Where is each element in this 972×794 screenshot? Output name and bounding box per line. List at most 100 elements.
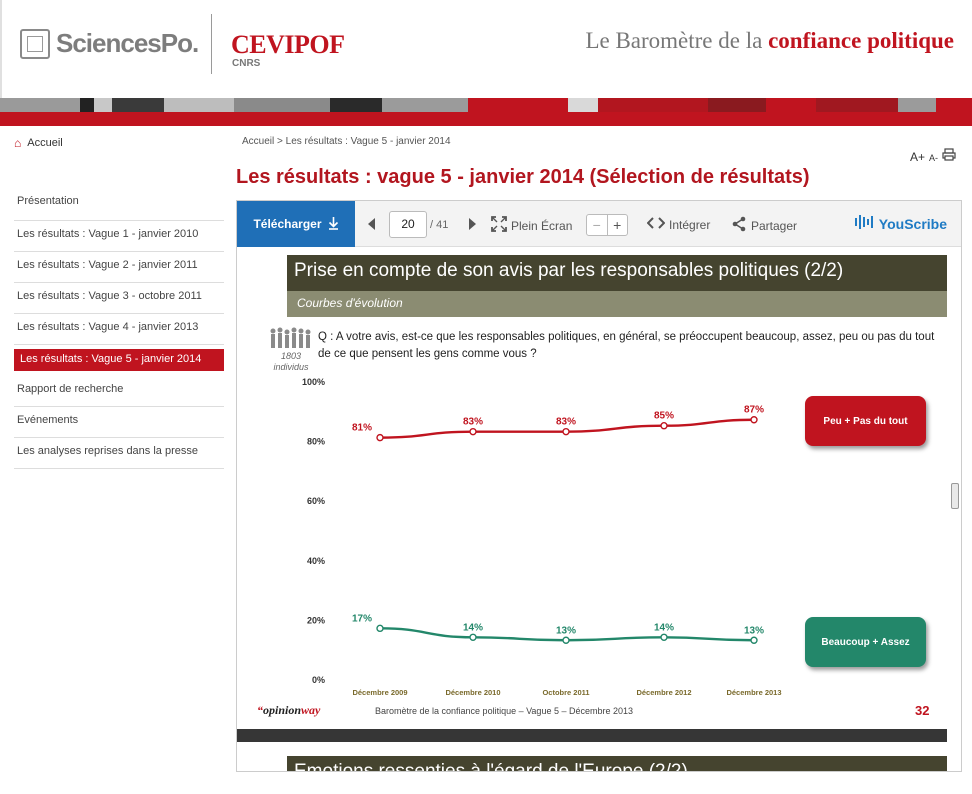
- zoom-in-button[interactable]: +: [613, 217, 622, 233]
- decorative-band: [0, 98, 972, 126]
- embed-button[interactable]: Intégrer: [646, 216, 710, 233]
- home-link[interactable]: ⌂ Accueil: [14, 136, 224, 150]
- survey-question: Q : A votre avis, est-ce que les respons…: [318, 331, 935, 360]
- data-point: [562, 636, 570, 644]
- data-label: 83%: [556, 417, 576, 428]
- y-tick-label: 80%: [307, 437, 325, 447]
- x-tick-label: Décembre 2010: [445, 688, 500, 697]
- download-icon: [328, 216, 339, 233]
- cevipof-logo[interactable]: CEVIPOF: [231, 30, 345, 59]
- band-segment: [898, 98, 936, 112]
- x-tick-label: Décembre 2009: [352, 688, 407, 697]
- legend-peu-pas-du-tout: Peu + Pas du tout: [805, 396, 926, 446]
- sidebar-item-presentation[interactable]: Présentation: [14, 190, 224, 221]
- zoom-control: − +: [586, 214, 628, 236]
- y-tick-label: 100%: [302, 377, 325, 387]
- share-icon: [731, 216, 747, 235]
- opinionway-opinion: opinion: [263, 703, 302, 717]
- sample-label: individus: [273, 362, 309, 372]
- barometre-prefix: Le Baromètre de la: [585, 28, 769, 53]
- sidebar-item-rapport[interactable]: Rapport de recherche: [14, 376, 224, 407]
- print-icon[interactable]: [942, 148, 956, 164]
- band-segment: [164, 98, 234, 112]
- sidebar-item-evenements[interactable]: Evénements: [14, 407, 224, 438]
- viewer-scrollbar[interactable]: [951, 483, 959, 509]
- data-point: [376, 624, 384, 633]
- data-label: 14%: [463, 622, 483, 633]
- fullscreen-icon: [491, 216, 507, 235]
- opinionway-logo: “opinionway: [257, 703, 320, 718]
- zoom-out-button[interactable]: −: [587, 215, 608, 235]
- data-label: 87%: [744, 405, 764, 416]
- youscribe-label: YouScribe: [878, 215, 947, 232]
- barometre-highlight: confiance politique: [768, 28, 954, 53]
- band-segment: [0, 98, 80, 112]
- fullscreen-button[interactable]: Plein Écran: [491, 216, 572, 235]
- font-bigger-button[interactable]: A+: [909, 150, 925, 164]
- previous-page-icon[interactable]: [368, 218, 375, 230]
- band-segment: [816, 98, 898, 112]
- band-segment: [598, 98, 708, 112]
- home-icon: ⌂: [14, 136, 22, 150]
- download-button[interactable]: Télécharger: [237, 201, 355, 247]
- opinionway-quote: “: [257, 703, 263, 717]
- data-label: 85%: [654, 411, 674, 422]
- y-tick-label: 40%: [307, 556, 325, 566]
- next-page-icon[interactable]: [469, 218, 476, 230]
- band-segment: [708, 98, 766, 112]
- viewer-toolbar: Télécharger 20 / 41 Plein Écran − + Inté…: [237, 201, 961, 247]
- x-tick-label: Décembre 2012: [636, 688, 691, 697]
- sidebar-item-vague-5[interactable]: Les résultats : Vague 5 - janvier 2014: [14, 349, 224, 371]
- embed-icon: [646, 216, 666, 233]
- download-label: Télécharger: [253, 217, 322, 231]
- sciencespo-logo[interactable]: SciencesPo.: [20, 28, 199, 59]
- data-point: [750, 636, 758, 644]
- sample-count: 1803: [280, 351, 302, 361]
- data-point: [562, 427, 570, 436]
- next-slide-title: Emotions ressenties à l'égard de l'Europ…: [287, 756, 947, 771]
- cnrs-label: CNRS: [232, 58, 261, 69]
- band-segment: [112, 98, 164, 112]
- font-smaller-button[interactable]: A-: [929, 153, 938, 163]
- sample-size: 1803 individus: [270, 351, 312, 373]
- data-label: 81%: [352, 423, 372, 434]
- data-label: 83%: [463, 417, 483, 428]
- slide-number: 32: [915, 703, 930, 718]
- sidebar-item-vague-4[interactable]: Les résultats : Vague 4 - janvier 2013: [14, 314, 224, 345]
- data-label: 17%: [352, 613, 372, 624]
- share-button[interactable]: Partager: [731, 216, 797, 235]
- sidebar-item-vague-3[interactable]: Les résultats : Vague 3 - octobre 2011: [14, 283, 224, 314]
- data-label: 14%: [654, 622, 674, 633]
- font-tools: A+ A-: [910, 148, 956, 164]
- legend-beaucoup-assez: Beaucoup + Assez: [805, 617, 926, 667]
- data-label: 13%: [744, 625, 764, 636]
- page-number-input[interactable]: 20: [389, 211, 427, 238]
- data-label: 13%: [556, 625, 576, 636]
- data-point: [469, 427, 477, 436]
- sidebar-item-vague-1[interactable]: Les résultats : Vague 1 - janvier 2010: [14, 221, 224, 252]
- band-lower: [0, 112, 972, 126]
- data-point: [660, 633, 668, 641]
- band-segment: [234, 98, 330, 112]
- y-tick-label: 20%: [307, 615, 325, 625]
- page-title: Les résultats : vague 5 - janvier 2014 (…: [236, 166, 810, 188]
- breadcrumb[interactable]: Accueil > Les résultats : Vague 5 - janv…: [242, 136, 451, 147]
- y-tick-label: 60%: [307, 496, 325, 506]
- band-segment: [766, 98, 816, 112]
- share-label: Partager: [751, 218, 798, 233]
- sidebar-item-vague-2[interactable]: Les résultats : Vague 2 - janvier 2011: [14, 252, 224, 283]
- sidebar-item-presse[interactable]: Les analyses reprises dans la presse: [14, 438, 224, 469]
- sidebar: ⌂ Accueil Présentation Les résultats : V…: [14, 132, 224, 469]
- slide-separator: [237, 729, 947, 742]
- slide-subtitle: Courbes d'évolution: [287, 291, 947, 317]
- band-segment: [382, 98, 468, 112]
- youscribe-logo[interactable]: YouScribe: [854, 215, 947, 232]
- site-header: SciencesPo. CEVIPOF CNRS Le Baromètre de…: [0, 0, 972, 98]
- sciencespo-wordmark: SciencesPo.: [56, 28, 199, 58]
- document-viewer[interactable]: Télécharger 20 / 41 Plein Écran − + Inté…: [236, 200, 962, 772]
- band-segment: [568, 98, 598, 112]
- x-tick-label: Octobre 2011: [542, 688, 589, 697]
- band-segment: [80, 98, 94, 112]
- home-label: Accueil: [27, 137, 63, 149]
- barometre-title: Le Baromètre de la confiance politique: [585, 28, 954, 54]
